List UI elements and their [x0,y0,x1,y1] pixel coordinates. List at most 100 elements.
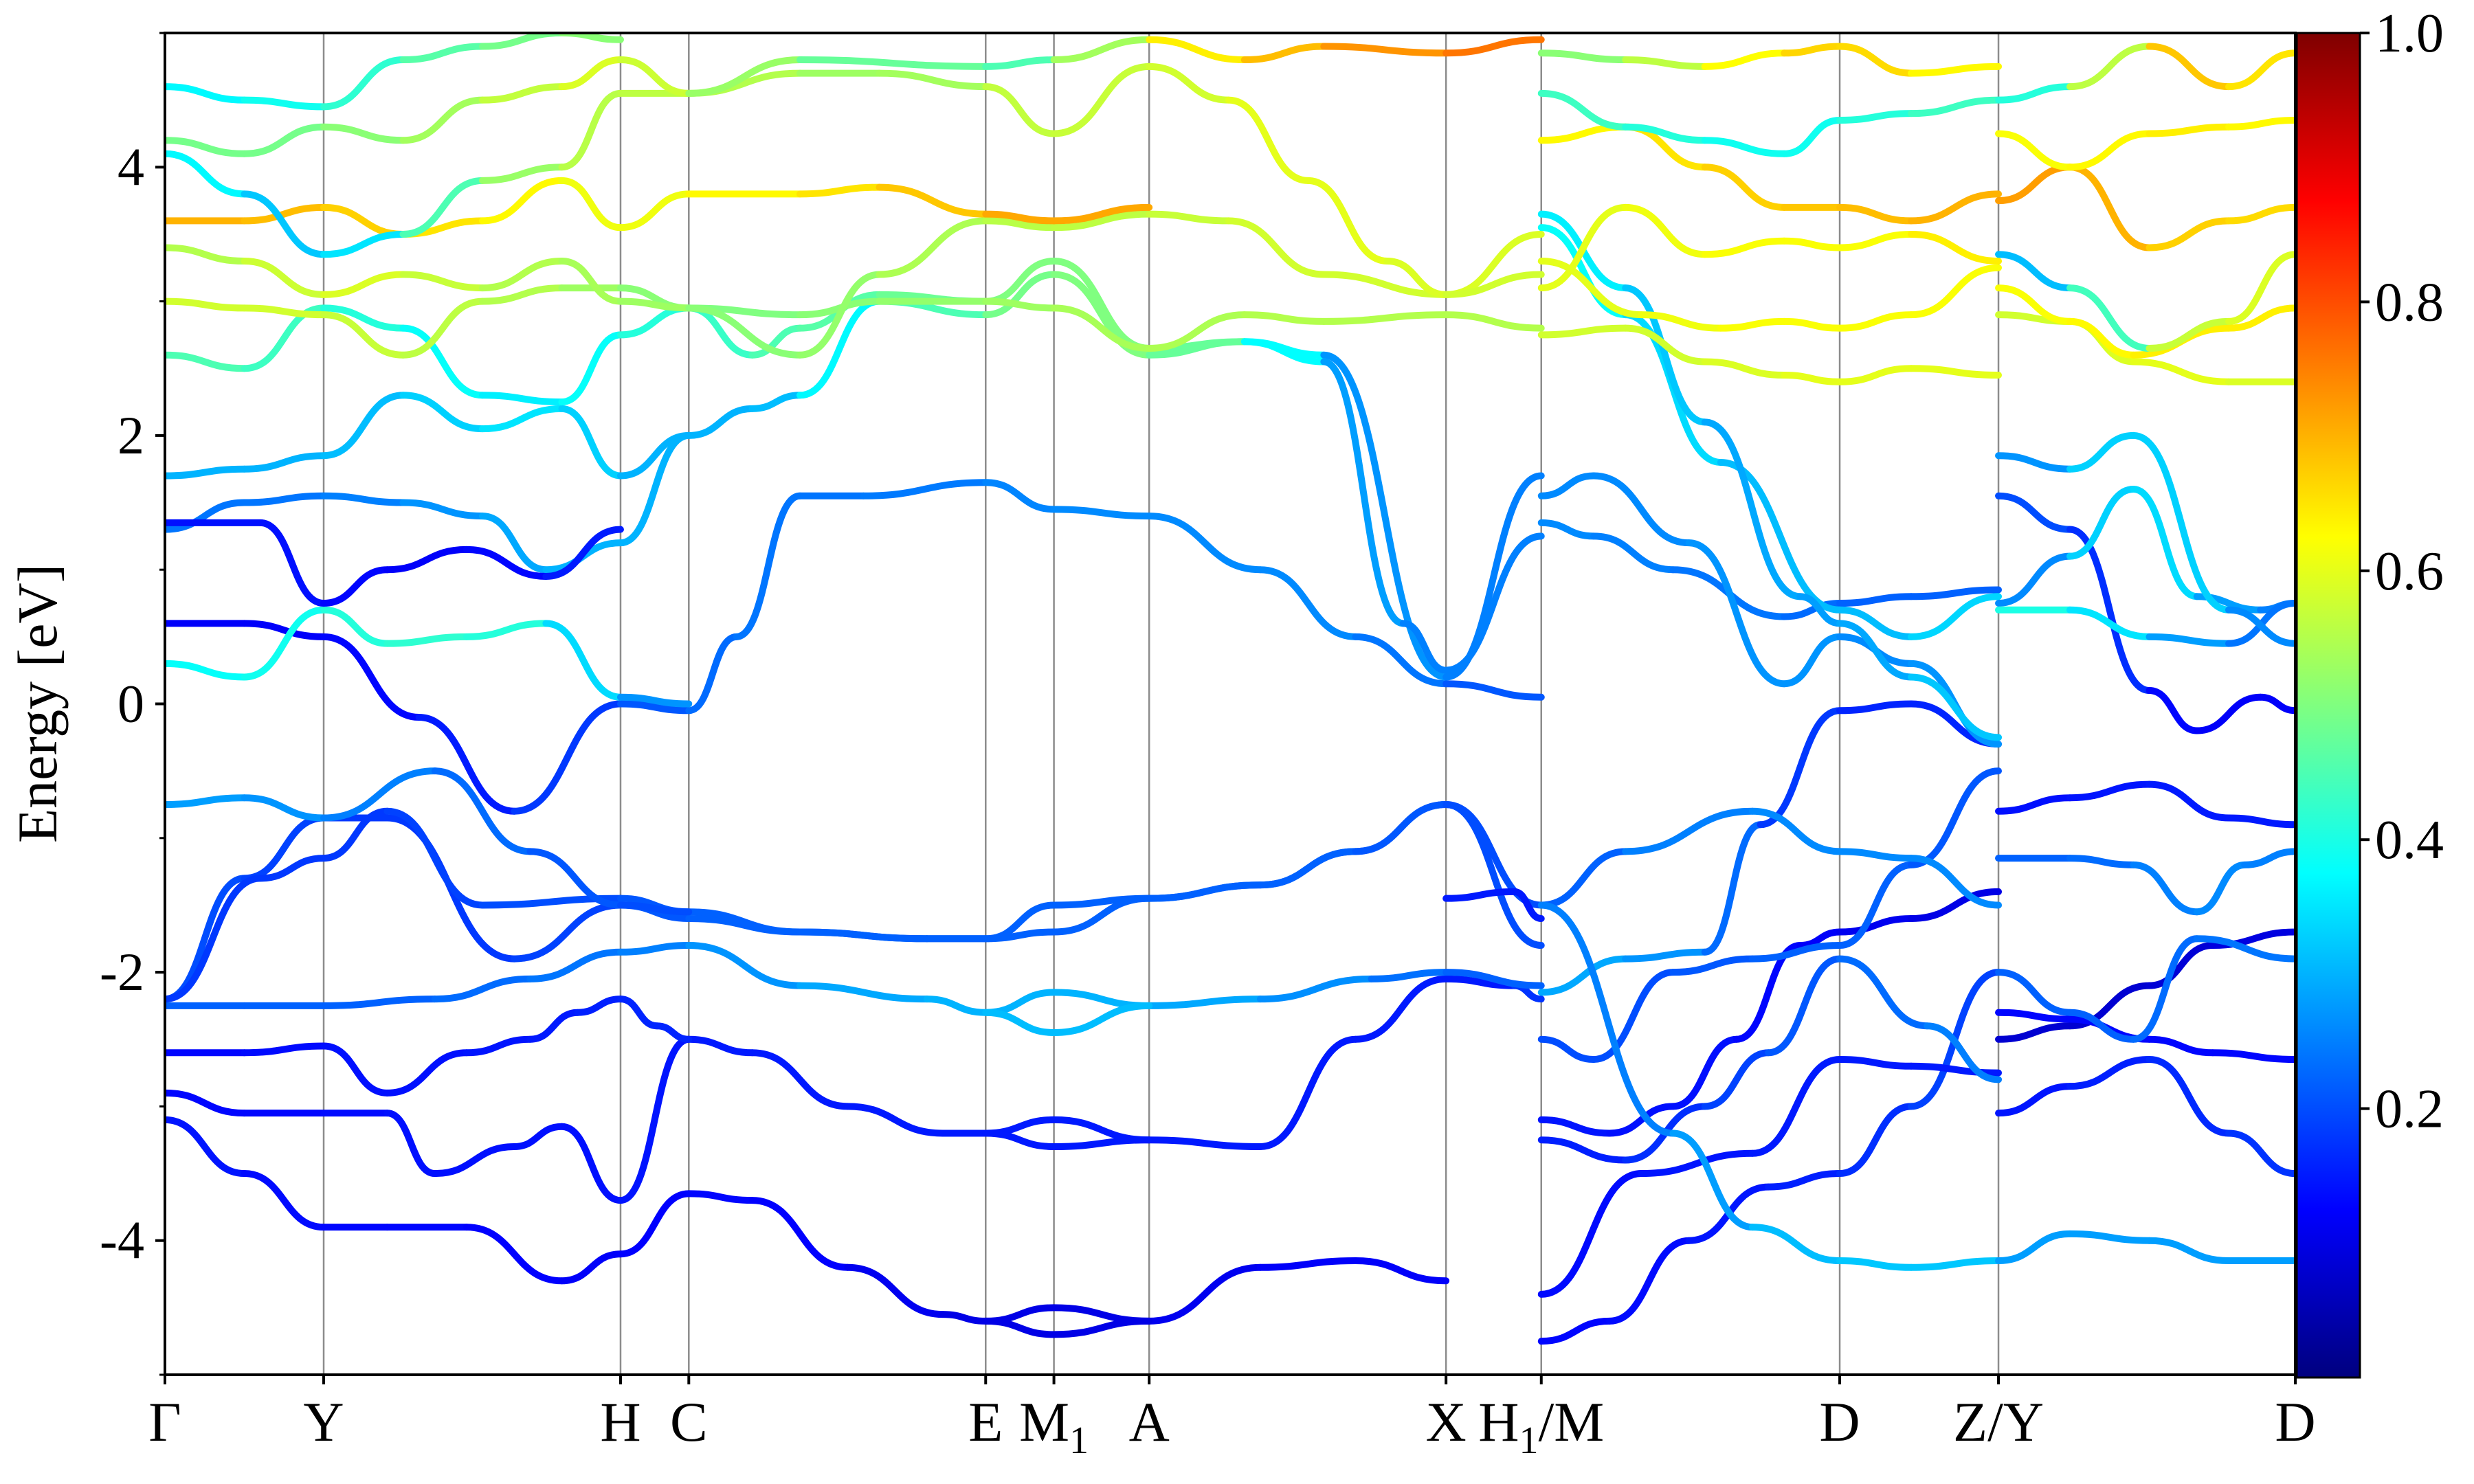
band-segment [2225,116,2295,131]
kpoint-label-7: X [1426,1391,1467,1453]
band-segment [982,479,1058,513]
band-segment [241,123,327,157]
band-segment [982,1009,1058,1036]
band-segment [616,56,693,97]
band-segment [478,258,566,292]
band-segment [1796,593,1844,627]
y-tick-label: 2 [118,405,144,465]
band-segment [1590,532,1677,574]
band-segment [1622,123,1708,144]
band-segment [320,767,438,822]
x-axis-kpoint-labels: Γ Y H C E M1 A X H1/M D Z/Y D [148,1375,2316,1462]
band-56 [1995,116,2295,171]
band-segment [1352,1257,1450,1285]
band-7 [165,800,1545,1003]
band-segment [1836,593,1915,607]
band-36 [1537,258,2003,332]
kpoint-label-2: H [600,1391,640,1453]
band-segment [1537,49,1629,64]
band-segment [1907,365,2003,379]
band-segment [2225,49,2295,91]
band-segment [616,297,693,312]
band-segment [320,392,407,460]
band-segment [399,177,486,238]
colorbar-tick-label: 0.4 [2375,810,2444,870]
band-segment [320,203,407,238]
band-segment [1836,848,1915,862]
band-23 [1537,969,2003,1345]
band-segment [241,1042,327,1057]
band-segment [1765,1170,1844,1191]
band-segment [982,271,1058,319]
band-segment [1781,43,1844,57]
kpoint-separator-lines [322,33,2000,1375]
band-segment [1590,472,1693,547]
band-9 [165,767,693,916]
band-15 [165,271,1545,681]
band-segment [876,183,990,218]
band-segment [2146,686,2200,734]
band-segment [1638,311,1724,332]
band-segment [1995,452,2073,473]
band-segment [685,56,803,97]
band-segment [2130,486,2200,600]
band-segment [2066,486,2137,560]
band-segment [241,304,327,319]
band-segment [2146,43,2232,91]
band-segment [542,526,624,580]
band-segment [526,848,624,909]
band-segment [1537,955,1629,996]
band-segment [241,96,327,111]
band-57 [1995,43,2295,104]
band-segment [165,351,248,372]
band-segment [478,284,566,305]
band-segment [1907,96,2003,117]
band-segment [1836,311,1915,332]
band-segment [1537,472,1597,499]
band-segment [558,1250,624,1285]
band-segment [256,855,327,882]
band-segment [2225,606,2295,647]
band-segment [1240,338,1328,366]
band-segment [1669,1129,1756,1231]
band-35 [1537,324,2003,385]
band-segment [1050,304,1153,352]
band-segment [1995,794,2073,815]
band-segment [320,311,407,359]
band-segment [1442,680,1545,701]
band-segment [320,633,423,721]
band-segment [1836,914,1915,936]
band-segment [1836,1103,1915,1178]
band-segment [558,258,624,305]
band-segment [1442,888,1518,902]
band-segment [1352,975,1450,1043]
band-segment [1050,1136,1153,1150]
band-segment [463,546,550,580]
band-segment [1590,969,1677,1064]
y-tick-label: -4 [100,1211,144,1270]
band-segment [616,190,693,232]
band-segment [2066,1230,2153,1244]
band-segment [1383,258,1450,298]
band-segment [399,324,486,399]
band-segment [2130,935,2200,1043]
band-45 [1995,935,2295,1043]
band-segment [320,304,407,332]
band-segment [1995,130,2073,171]
band-lines [165,33,2295,1345]
band-segment [1368,969,1450,982]
band-segment [616,942,693,956]
band-segment [2066,606,2153,640]
band-segment [685,942,803,989]
band-segment [685,405,756,439]
band-segment [1836,43,1915,77]
band-segment [2066,1056,2153,1090]
band-segment [685,1190,756,1204]
band-segment [1146,881,1264,902]
band-segment [165,465,248,480]
band-segment [558,405,624,480]
band-segment [2066,130,2153,171]
band-24 [1537,1056,2003,1298]
band-segment [2193,693,2264,734]
band-segment [2066,284,2153,352]
